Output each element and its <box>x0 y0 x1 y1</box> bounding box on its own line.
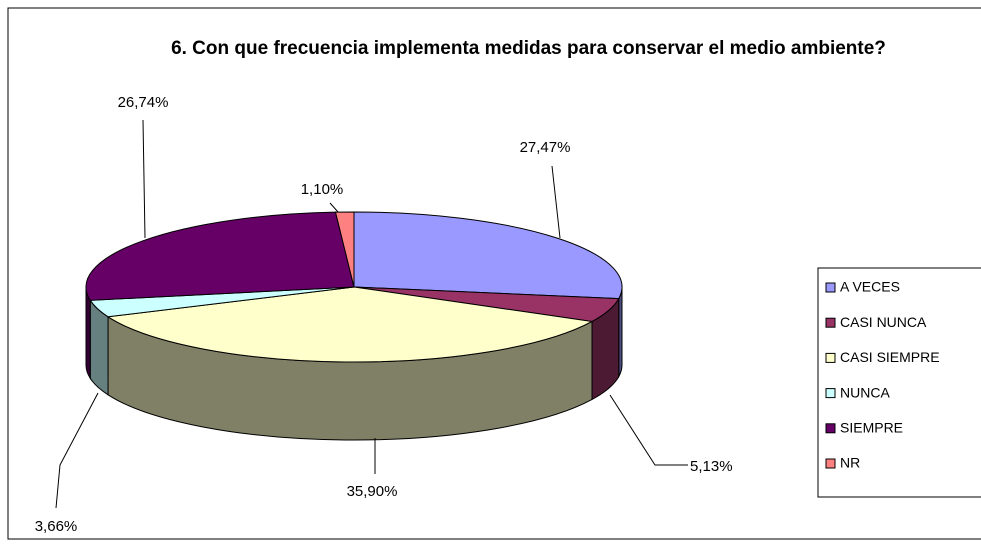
legend-label: NUNCA <box>840 384 890 400</box>
data-label: 27,47% <box>520 139 571 156</box>
leader-line <box>142 119 146 239</box>
pie-slice <box>106 286 594 363</box>
legend: A VECES CASI NUNCA CASI SIEMPRE NUNCA SIEMPR… <box>825 279 940 471</box>
legend-box <box>817 267 981 498</box>
data-label: 26,74% <box>118 94 169 111</box>
leader-line <box>55 392 99 509</box>
legend-swatch <box>825 352 836 363</box>
legend-label: A VECES <box>840 279 900 295</box>
legend-label: CASI SIEMPRE <box>840 349 940 365</box>
chart-title: 6. Con que frecuencia implementa medidas… <box>171 38 886 59</box>
pie-sides <box>85 286 623 441</box>
legend-swatch <box>825 388 836 399</box>
leader-line <box>551 165 561 239</box>
legend-swatch <box>825 317 836 328</box>
leader-line <box>329 202 339 213</box>
leader-line <box>609 394 688 466</box>
legend-label: SIEMPRE <box>840 420 903 436</box>
pie-side <box>85 286 91 381</box>
data-label: 5,13% <box>690 458 733 475</box>
legend-swatch <box>825 458 836 469</box>
data-labels: 27,47% 5,13% 35,90% 3,66% 26,74% 1,10% <box>35 94 733 535</box>
data-label: 3,66% <box>35 518 78 535</box>
pie-slice <box>334 211 355 288</box>
legend-swatch <box>825 423 836 434</box>
pie-tops <box>85 211 623 363</box>
legend-swatch <box>825 282 836 293</box>
legend-label: NR <box>840 455 860 471</box>
pie-slice <box>85 211 355 301</box>
legend-label: CASI NUNCA <box>840 314 927 330</box>
data-label: 35,90% <box>347 483 398 500</box>
data-label: 1,10% <box>301 181 344 198</box>
pie-slice <box>353 211 623 300</box>
